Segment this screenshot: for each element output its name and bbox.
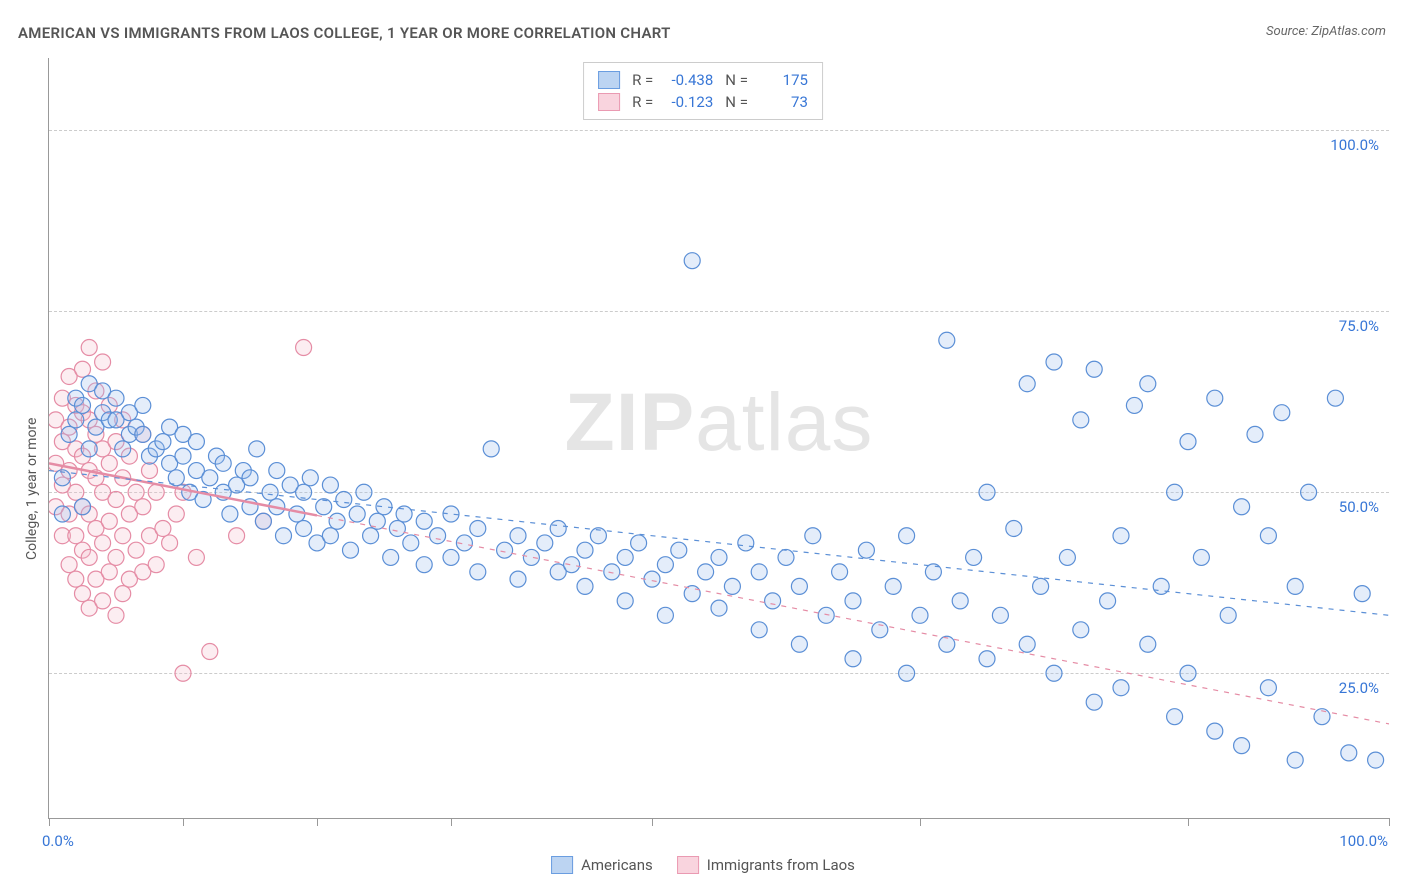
legend-label-laos: Immigrants from Laos xyxy=(707,856,855,874)
source-label: Source: ZipAtlas.com xyxy=(1266,24,1386,39)
chart-title: AMERICAN VS IMMIGRANTS FROM LAOS COLLEGE… xyxy=(18,24,671,42)
x-start-label: 0.0% xyxy=(42,832,74,850)
legend-swatch-americans xyxy=(551,856,573,874)
legend-swatch-laos xyxy=(677,856,699,874)
y-axis-label: College, 1 year or more xyxy=(24,418,40,560)
chart-container: AMERICAN VS IMMIGRANTS FROM LAOS COLLEGE… xyxy=(0,0,1406,892)
scatter-svg xyxy=(49,58,1389,818)
swatch-americans xyxy=(598,71,620,89)
x-end-label: 100.0% xyxy=(1339,832,1388,850)
swatch-laos xyxy=(598,93,620,111)
stats-legend: R = -0.438 N = 175 R = -0.123 N = 73 xyxy=(583,62,823,120)
legend-label-americans: Americans xyxy=(581,856,653,874)
series-legend: Americans Immigrants from Laos xyxy=(551,856,855,874)
plot-area: ZIPatlas 25.0%50.0%75.0%100.0% xyxy=(48,58,1389,819)
